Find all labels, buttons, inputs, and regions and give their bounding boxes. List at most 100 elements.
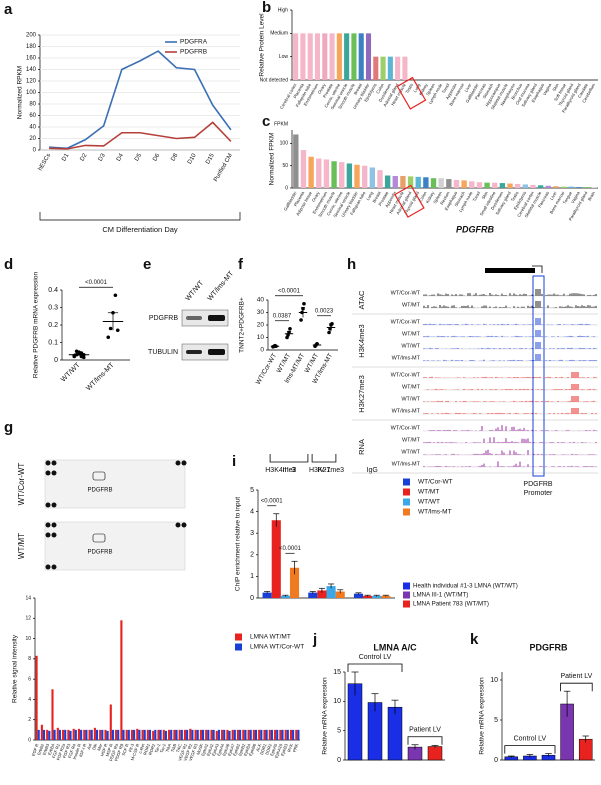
bar bbox=[308, 156, 314, 188]
comparison-label: 0.0387 bbox=[273, 313, 292, 319]
x-tick-label: RYK bbox=[286, 743, 294, 753]
bar bbox=[407, 176, 414, 188]
array-spot bbox=[181, 522, 187, 528]
x-tick-label: Liver bbox=[463, 82, 472, 93]
x-tick-label: Spleen bbox=[425, 82, 436, 96]
x-tick-label: EphB3 bbox=[280, 742, 289, 756]
x-tick-label: VEGF R2 bbox=[183, 742, 194, 761]
highlight-box bbox=[396, 76, 427, 110]
bar bbox=[254, 729, 258, 740]
category-label: IgG bbox=[367, 467, 378, 474]
array-spot bbox=[45, 522, 51, 528]
x-tick-label: Kidney bbox=[425, 190, 436, 204]
y-tick-label: 5 bbox=[337, 728, 341, 735]
y-tick-label: Not detected bbox=[260, 77, 289, 83]
bar bbox=[295, 729, 298, 740]
bar bbox=[122, 729, 125, 740]
bar bbox=[293, 33, 299, 80]
y-tick-label: 20 bbox=[257, 322, 265, 329]
legend-label: PDGFRB bbox=[180, 49, 207, 56]
bar bbox=[576, 187, 582, 188]
bar bbox=[194, 729, 197, 740]
x-tick-label: M-CSF R bbox=[130, 743, 141, 761]
array-spot bbox=[45, 564, 51, 570]
array-membrane bbox=[44, 521, 186, 571]
y-tick-label: 4 bbox=[250, 508, 254, 515]
sample-label: WT/MT bbox=[402, 437, 421, 443]
x-tick-label: TrkC bbox=[175, 743, 183, 753]
y-tick-label: Medium bbox=[270, 31, 288, 37]
blot-band bbox=[208, 349, 225, 355]
array-spot bbox=[51, 502, 57, 508]
track-signal bbox=[423, 425, 597, 431]
bar bbox=[323, 159, 330, 188]
x-tick-label: PDGF Rβ bbox=[113, 742, 124, 761]
y-tick-label: 12 bbox=[25, 616, 31, 622]
y-tick-label: 30 bbox=[257, 309, 265, 316]
data-point bbox=[274, 344, 278, 349]
bar bbox=[252, 729, 255, 740]
legend-label: PDGFRA bbox=[180, 39, 208, 46]
x-tick-label: Vagina bbox=[570, 190, 581, 204]
x-tick-label: Flt-3 bbox=[127, 742, 135, 752]
x-tick-label: Purified CM bbox=[213, 153, 234, 183]
legend-swatch bbox=[235, 633, 242, 641]
x-tick-label: D1 bbox=[61, 152, 70, 162]
track-label: H3K27me3 bbox=[357, 375, 366, 413]
bar bbox=[423, 177, 429, 188]
bar bbox=[292, 729, 295, 740]
bar bbox=[40, 724, 43, 740]
bar bbox=[249, 729, 252, 740]
legend-swatch bbox=[403, 600, 410, 608]
x-tick-label: ErbB4 bbox=[47, 742, 56, 755]
x-tick-label: Ovary bbox=[311, 190, 321, 203]
y-tick-label: 4 bbox=[28, 697, 31, 703]
track-label: H3K4me3 bbox=[357, 324, 366, 357]
group-bracket bbox=[504, 745, 556, 754]
bar bbox=[507, 183, 513, 188]
x-tick-label: Colon bbox=[375, 82, 385, 95]
bar bbox=[138, 729, 141, 740]
bar bbox=[168, 729, 171, 740]
track-signal bbox=[423, 449, 597, 455]
tss-arrow bbox=[532, 265, 543, 273]
bar bbox=[136, 728, 139, 740]
bar bbox=[293, 134, 299, 188]
bar bbox=[215, 730, 218, 740]
bar bbox=[331, 161, 337, 188]
sample-label: WT/lms-MT bbox=[392, 408, 421, 414]
bar bbox=[258, 729, 261, 740]
legend-swatch bbox=[403, 591, 410, 599]
group-label: III-3 bbox=[283, 465, 296, 474]
bar bbox=[99, 729, 102, 740]
bar bbox=[438, 178, 444, 188]
array-spot bbox=[51, 470, 57, 476]
x-tick-label: VEGF R3 bbox=[188, 742, 199, 761]
bar bbox=[469, 181, 475, 188]
gene-body bbox=[485, 268, 535, 273]
x-tick-label: ROR1 bbox=[142, 742, 151, 755]
data-line bbox=[49, 121, 232, 150]
panel-letter: e bbox=[143, 256, 151, 273]
x-tick-label: D6 bbox=[152, 152, 161, 162]
x-tick-label: Skin bbox=[480, 190, 489, 200]
x-tick-label: Tonsil bbox=[472, 191, 482, 203]
x-tick-label: Tonsil bbox=[441, 83, 451, 95]
bar bbox=[553, 186, 559, 188]
legend-swatch bbox=[403, 498, 410, 506]
x-tick-label: Breast bbox=[353, 82, 364, 96]
highlight-box bbox=[394, 184, 425, 218]
y-axis-label: Normalized RPKM bbox=[17, 66, 24, 119]
x-tick-label: Ovary bbox=[317, 82, 327, 95]
x-tick-label: Dtk bbox=[91, 742, 98, 750]
bar bbox=[221, 729, 224, 740]
bar bbox=[233, 729, 236, 740]
bar bbox=[64, 729, 67, 740]
panel-letter: j bbox=[312, 631, 317, 648]
bar bbox=[154, 729, 157, 740]
band-label: TUBULIN bbox=[148, 349, 178, 356]
bar bbox=[183, 729, 187, 740]
x-tick-label: c-Ret bbox=[138, 742, 146, 754]
bar bbox=[226, 729, 229, 740]
